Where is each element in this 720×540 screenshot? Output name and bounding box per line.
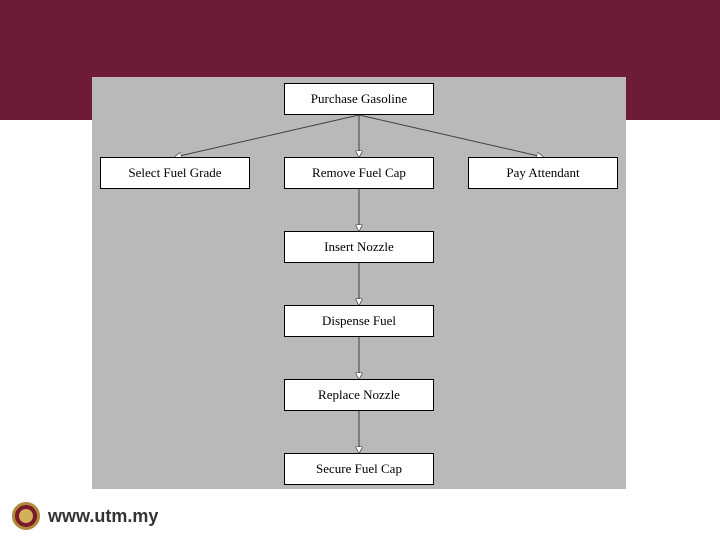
node-secure: Secure Fuel Cap — [284, 453, 434, 485]
edges-layer — [92, 77, 626, 489]
footer-url: www.utm.my — [48, 506, 158, 527]
node-remove: Remove Fuel Cap — [284, 157, 434, 189]
edge-root-select — [175, 115, 359, 157]
logo-icon — [12, 502, 40, 530]
node-pay: Pay Attendant — [468, 157, 618, 189]
node-select: Select Fuel Grade — [100, 157, 250, 189]
slide: Common Errors in Structure Charts Purcha… — [0, 0, 720, 540]
page-title: Common Errors in Structure Charts — [6, 4, 477, 38]
footer: www.utm.my — [12, 502, 158, 530]
node-insert: Insert Nozzle — [284, 231, 434, 263]
node-disp: Dispense Fuel — [284, 305, 434, 337]
structure-chart: Purchase Gasoline Select Fuel Grade Remove… — [92, 77, 626, 489]
edge-root-pay — [359, 115, 543, 157]
node-repl: Replace Nozzle — [284, 379, 434, 411]
node-root: Purchase Gasoline — [284, 83, 434, 115]
